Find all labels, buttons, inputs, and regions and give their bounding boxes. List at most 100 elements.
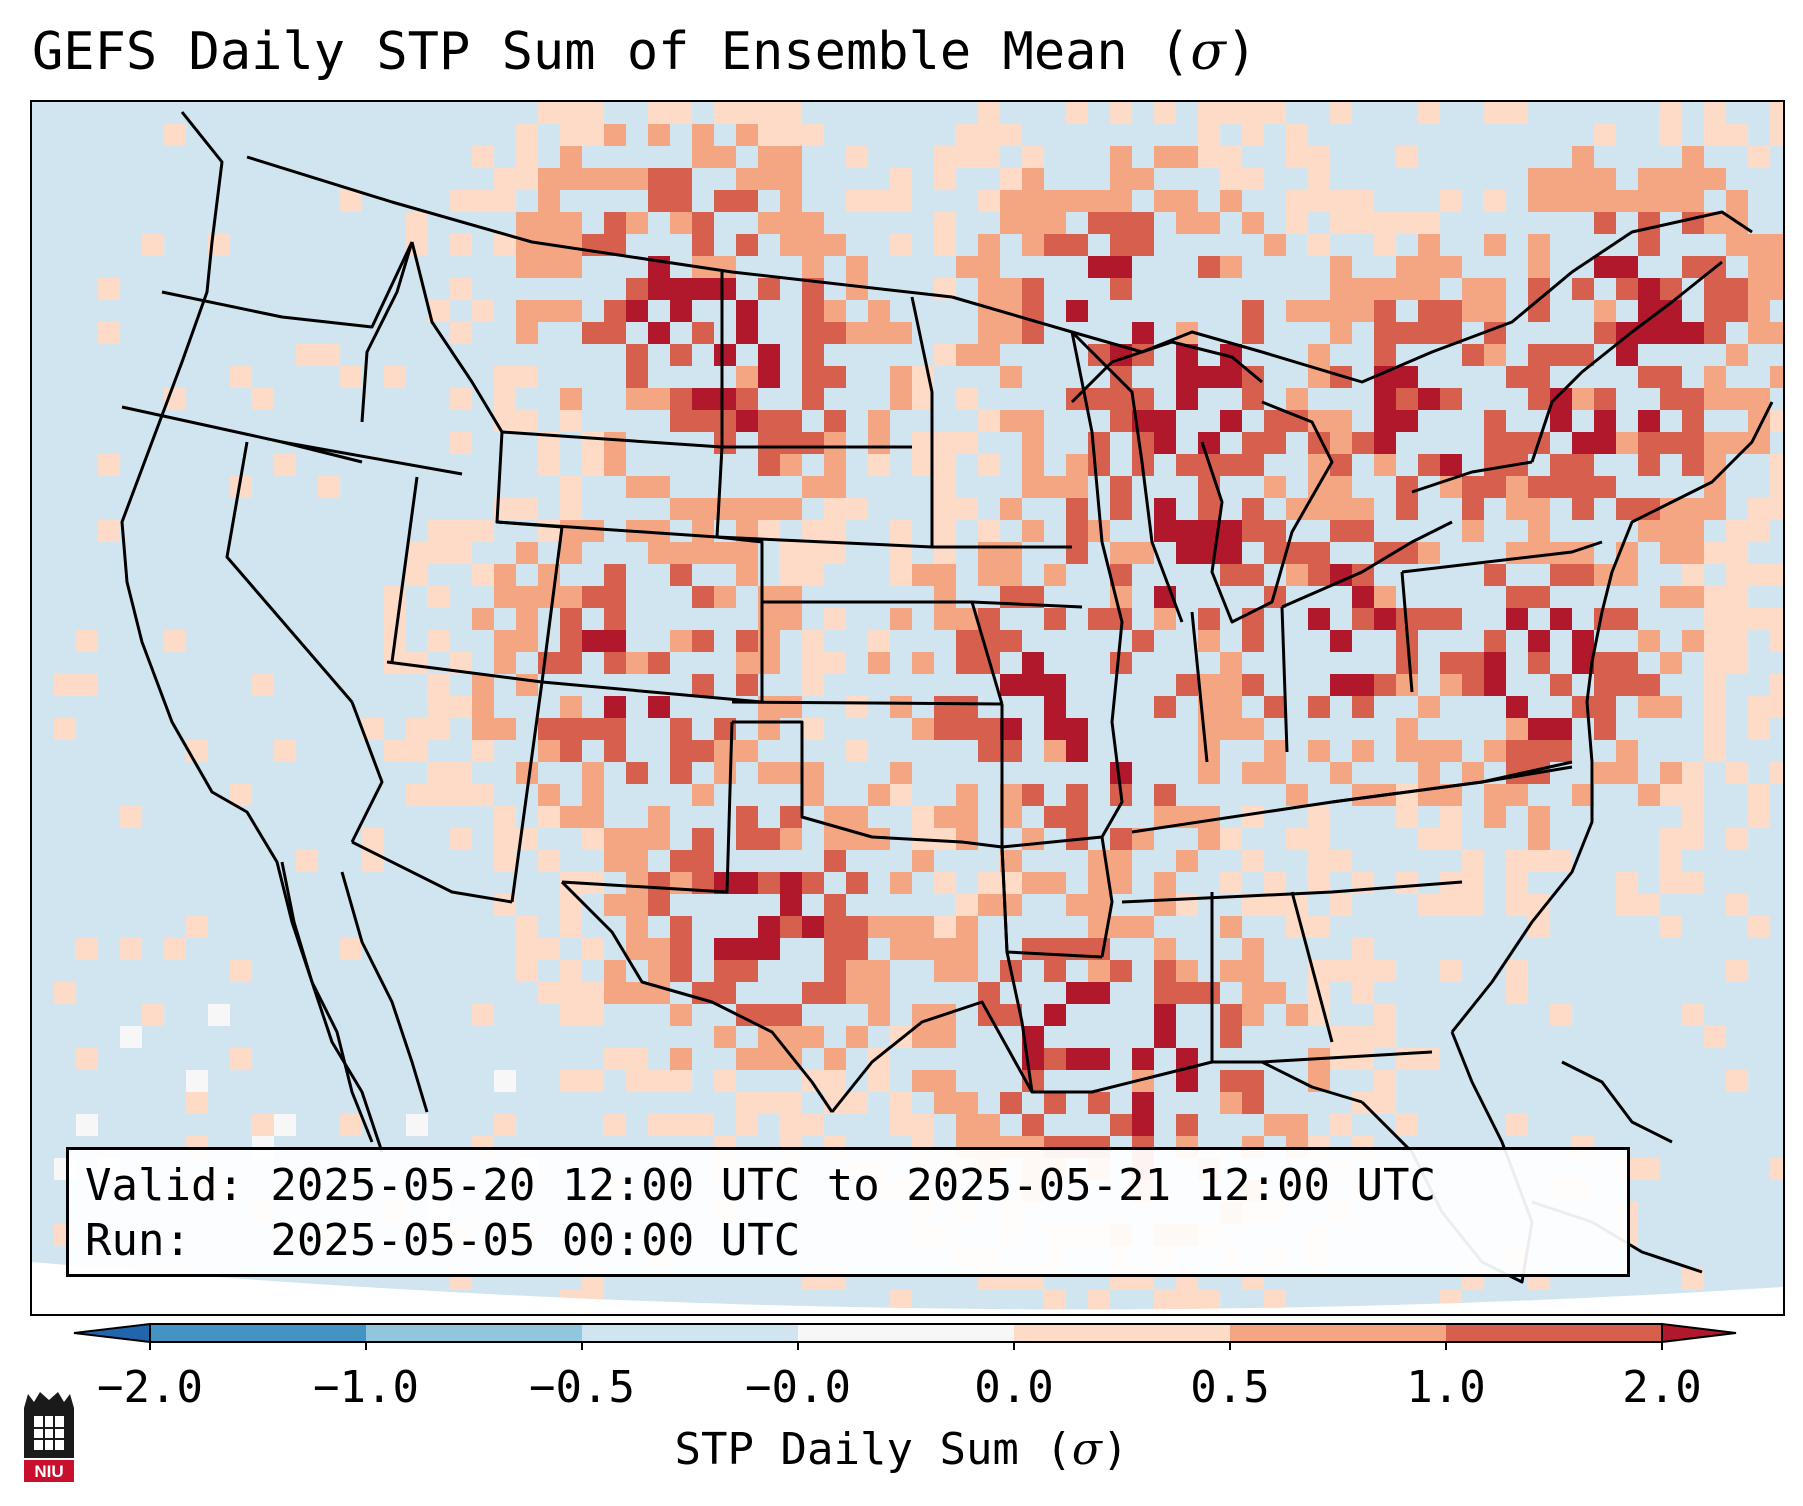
stp-cell <box>692 1114 714 1136</box>
stp-cell <box>1242 982 1264 1004</box>
stp-cell <box>1660 696 1682 718</box>
stp-cell <box>780 234 802 256</box>
stp-cell <box>560 608 582 630</box>
stp-cell <box>626 1048 648 1070</box>
colorbar-tick-label: −1.0 <box>313 1362 419 1413</box>
stp-cell <box>1550 190 1572 212</box>
stp-cell <box>1572 564 1594 586</box>
stp-cell <box>1572 278 1594 300</box>
stp-cell <box>648 190 670 212</box>
stp-cell <box>1748 388 1770 410</box>
stp-cell <box>1550 740 1572 762</box>
stp-cell <box>274 740 296 762</box>
stp-cell <box>1022 146 1044 168</box>
stp-cell <box>978 608 1000 630</box>
stp-cell <box>1286 1004 1308 1026</box>
stp-cell <box>1550 564 1572 586</box>
stp-cell <box>54 982 76 1004</box>
stp-cell <box>956 938 978 960</box>
stp-cell <box>604 960 626 982</box>
stp-cell <box>516 498 538 520</box>
great-lakes-superior <box>1070 340 1263 404</box>
stp-cell <box>802 872 824 894</box>
stp-cell <box>714 344 736 366</box>
stp-cell <box>1660 388 1682 410</box>
stp-cell <box>670 498 692 520</box>
stp-cell <box>978 1114 1000 1136</box>
stp-cell <box>714 542 736 564</box>
stp-cell <box>538 520 560 542</box>
stp-cell <box>1264 542 1286 564</box>
stp-cell <box>736 828 758 850</box>
stp-cell <box>1726 432 1748 454</box>
stp-cell <box>626 894 648 916</box>
stp-cell <box>1066 718 1088 740</box>
stp-cell <box>1418 542 1440 564</box>
stp-cell <box>692 322 714 344</box>
stp-cell <box>406 652 428 674</box>
stp-cell <box>1528 256 1550 278</box>
stp-cell <box>802 564 824 586</box>
stp-cell <box>1110 212 1132 234</box>
stp-cell <box>1088 344 1110 366</box>
kansas-missouri <box>970 601 1004 705</box>
stp-cell <box>648 1070 670 1092</box>
stp-cell <box>670 1070 692 1092</box>
stp-cell <box>956 388 978 410</box>
stp-cell <box>978 454 1000 476</box>
stp-cell <box>494 410 516 432</box>
stp-cell <box>1396 872 1418 894</box>
stp-cell <box>670 1114 692 1136</box>
stp-cell <box>1528 498 1550 520</box>
stp-cell <box>1594 476 1616 498</box>
stp-cell <box>648 894 670 916</box>
stp-cell <box>1682 388 1704 410</box>
stp-cell <box>978 344 1000 366</box>
stp-cell <box>626 850 648 872</box>
stp-cell <box>1176 190 1198 212</box>
stp-cell <box>1528 828 1550 850</box>
stp-cell <box>846 1092 868 1114</box>
stp-cell <box>1132 1114 1154 1136</box>
stp-cell <box>1682 762 1704 784</box>
stp-cell <box>1374 344 1396 366</box>
stp-cell <box>1572 784 1594 806</box>
stp-cell <box>1242 850 1264 872</box>
stp-cell <box>604 564 626 586</box>
stp-cell <box>780 432 802 454</box>
stp-cell <box>736 410 758 432</box>
stp-cell <box>868 784 890 806</box>
colorbar-tick-marks <box>149 1342 1663 1350</box>
stp-cell <box>252 388 274 410</box>
stp-cell <box>1220 520 1242 542</box>
stp-cell <box>1330 300 1352 322</box>
stp-cell <box>1660 762 1682 784</box>
stp-cell <box>1660 124 1682 146</box>
stp-cell <box>670 102 692 124</box>
stp-cell <box>274 1114 296 1136</box>
wyoming-colorado <box>496 520 718 539</box>
stp-cell <box>780 212 802 234</box>
stp-cell <box>626 344 648 366</box>
stp-cell <box>1770 124 1783 146</box>
stp-cell <box>604 454 626 476</box>
stp-cell <box>1748 718 1770 740</box>
stp-cell <box>912 388 934 410</box>
stp-cell <box>780 454 802 476</box>
stp-cell <box>1044 564 1066 586</box>
stp-cell <box>494 234 516 256</box>
stp-cell <box>1594 674 1616 696</box>
stp-cell <box>1660 652 1682 674</box>
stp-cell <box>76 1048 98 1070</box>
colorbar-tick-label: 2.0 <box>1622 1362 1702 1413</box>
stp-cell <box>978 894 1000 916</box>
stp-cell <box>1330 476 1352 498</box>
stp-cell <box>1154 146 1176 168</box>
stp-cell <box>846 938 868 960</box>
stp-cell <box>1770 366 1783 388</box>
stp-cell <box>1088 520 1110 542</box>
stp-cell <box>1308 828 1330 850</box>
stp-cell <box>1638 520 1660 542</box>
stp-map[interactable] <box>30 100 1785 1316</box>
stp-cell <box>1704 630 1726 652</box>
